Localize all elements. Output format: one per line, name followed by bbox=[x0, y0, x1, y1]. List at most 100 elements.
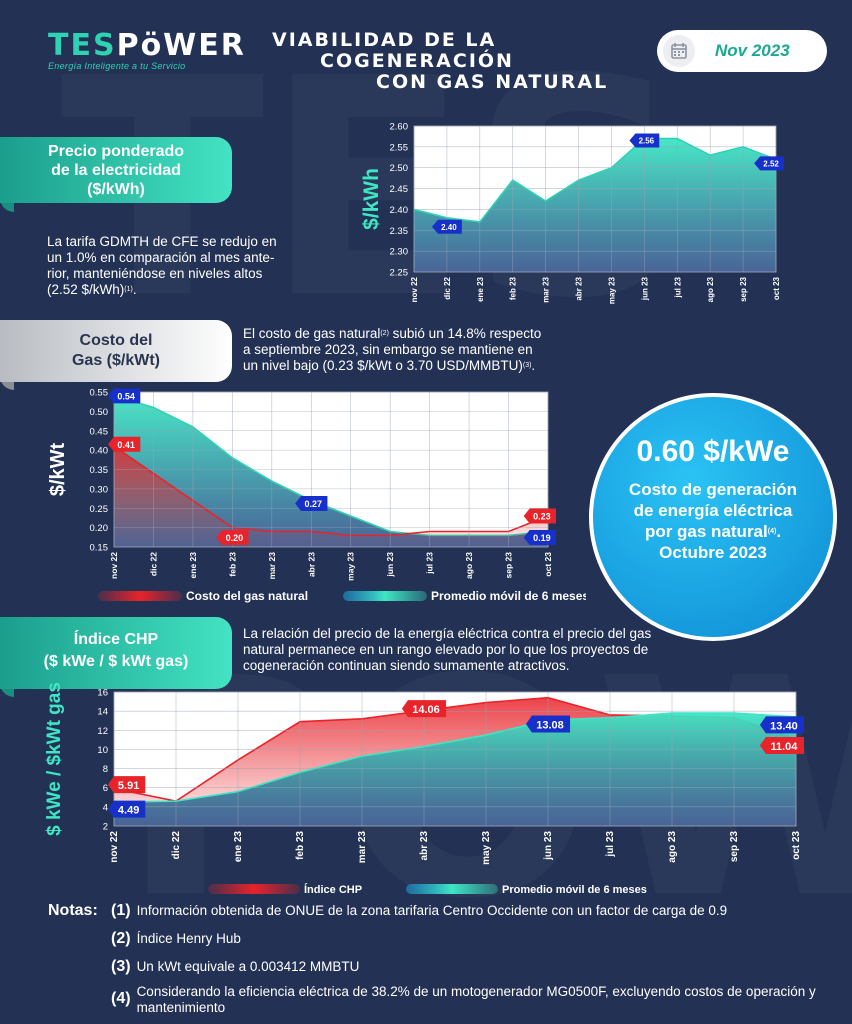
series-line-0 bbox=[113, 445, 549, 537]
data-label-bg bbox=[759, 736, 804, 754]
footnote-ref: (4) bbox=[767, 528, 777, 535]
x-tick-label: mar 23 bbox=[357, 831, 368, 864]
series-line-0 bbox=[413, 137, 777, 223]
section1-text-line3: rior, manteniéndose en niveles altos bbox=[47, 266, 263, 281]
data-label: 13.40 bbox=[759, 716, 804, 734]
y-tick-label: 2.30 bbox=[390, 247, 409, 258]
data-label: 11.04 bbox=[759, 736, 804, 754]
legend-label: Costo del gas natural bbox=[186, 589, 308, 603]
series-line-1 bbox=[113, 712, 797, 803]
y-tick-label: 2.45 bbox=[390, 184, 409, 195]
data-label: 0.41 bbox=[108, 436, 141, 452]
logo-text-left: TES bbox=[48, 28, 117, 63]
section2-title-line1: Costo del bbox=[79, 332, 153, 349]
x-tick-label: ago 23 bbox=[667, 831, 678, 863]
section1-title-line2: de la electricidad bbox=[51, 162, 181, 179]
section3-text: La relación del precio de la energía elé… bbox=[243, 626, 743, 674]
section2-title-line2: Gas ($/kWt) bbox=[71, 352, 160, 369]
x-tick-label: dic 22 bbox=[443, 276, 452, 299]
section1-text-line2: un 1.0% en comparación al mes ante- bbox=[47, 250, 275, 265]
callout-line1: Costo de generación bbox=[628, 480, 798, 499]
data-label-bg bbox=[759, 716, 804, 734]
plot-border bbox=[113, 391, 549, 548]
data-label: 0.27 bbox=[295, 496, 328, 511]
note-text: Índice Henry Hub bbox=[136, 931, 241, 946]
calendar-icon bbox=[663, 35, 695, 67]
section2-text-line2: a septiembre 2023, sin embargo se mantie… bbox=[243, 342, 533, 357]
section3-title-line1: Índice CHP bbox=[73, 631, 159, 648]
data-label-text: 13.40 bbox=[770, 720, 798, 732]
data-label-bg bbox=[108, 436, 141, 452]
data-label-bg bbox=[295, 496, 328, 511]
section2-text-line1b: subió un 14.8% respecto bbox=[388, 326, 542, 341]
page-title: VIABILIDAD DE LA COGENERACIÓN CON GAS NA… bbox=[272, 30, 608, 93]
callout-line4: Octubre 2023 bbox=[659, 543, 767, 562]
generation-cost-callout: 0.60 $/kWe Costo de generación de energí… bbox=[589, 393, 837, 641]
legend-swatch bbox=[406, 884, 498, 894]
legend-label: Índice CHP bbox=[304, 883, 362, 896]
x-tick-label: abr 23 bbox=[575, 276, 584, 300]
data-label: 2.52 bbox=[754, 156, 784, 171]
data-label-bg bbox=[431, 219, 462, 234]
section2-title: Costo del Gas ($/kWt) bbox=[0, 320, 232, 382]
y-tick-label: 0.45 bbox=[90, 426, 109, 437]
x-tick-label: abr 23 bbox=[306, 552, 316, 577]
x-tick-label: ago 23 bbox=[706, 276, 715, 302]
y-axis-label: $/kWt bbox=[47, 442, 69, 496]
y-tick-label: 0.55 bbox=[90, 388, 109, 399]
x-tick-label: oct 23 bbox=[543, 552, 553, 577]
section3-text-line1: La relación del precio de la energía elé… bbox=[243, 626, 652, 641]
legend-swatch bbox=[343, 591, 427, 601]
y-tick-label: 0.25 bbox=[90, 504, 109, 515]
y-tick-label: 2.60 bbox=[390, 122, 409, 133]
x-tick-label: may 23 bbox=[346, 552, 356, 581]
section1-title-line3: ($/kWh) bbox=[87, 181, 145, 198]
tespower-logo: TESPöWER Energía Inteligente a tu Servic… bbox=[48, 28, 246, 71]
data-label-bg bbox=[629, 133, 660, 148]
x-tick-label: feb 23 bbox=[295, 831, 306, 860]
data-label: 2.56 bbox=[629, 133, 660, 148]
data-label-text: 2.52 bbox=[763, 159, 779, 168]
title-line-2: COGENERACIÓN bbox=[320, 50, 514, 72]
x-tick-label: dic 22 bbox=[171, 831, 182, 860]
note-text: Considerando la eficiencia eléctrica de … bbox=[136, 984, 816, 1015]
x-tick-label: sep 23 bbox=[729, 831, 740, 863]
section3-text-line2: natural permanece en un rango elevado po… bbox=[243, 642, 649, 657]
y-tick-label: 0.40 bbox=[90, 446, 109, 457]
logo-tagline: Energía Inteligente a tu Servicio bbox=[48, 61, 186, 71]
data-label-bg bbox=[216, 530, 249, 546]
x-tick-label: feb 23 bbox=[509, 276, 518, 300]
callout-line2: de energía eléctrica bbox=[633, 501, 793, 520]
data-label-bg bbox=[108, 800, 146, 818]
x-tick-label: sep 23 bbox=[504, 552, 514, 579]
data-label-bg bbox=[523, 508, 556, 524]
x-tick-label: may 23 bbox=[607, 276, 616, 304]
y-tick-label: 14 bbox=[97, 707, 108, 718]
note-text: Información obtenida de ONUE de la zona … bbox=[136, 903, 728, 918]
section1-title-line1: Precio ponderado bbox=[47, 143, 185, 160]
y-tick-label: 6 bbox=[103, 783, 108, 794]
data-label-bg bbox=[401, 700, 447, 718]
footnote-ref: (3) bbox=[522, 362, 532, 369]
data-label-bg bbox=[108, 388, 141, 404]
series-area-1 bbox=[114, 395, 548, 547]
data-label: 0.23 bbox=[523, 508, 556, 524]
data-label-text: 0.41 bbox=[117, 440, 135, 450]
note-number: (2) bbox=[111, 930, 131, 947]
y-tick-label: 2 bbox=[103, 822, 108, 833]
data-label-text: 0.20 bbox=[226, 533, 244, 543]
data-label: 5.91 bbox=[108, 776, 146, 794]
note-text: Un kWt equivale a 0.003412 MMBTU bbox=[136, 959, 360, 974]
y-tick-label: 12 bbox=[97, 726, 108, 737]
data-label: 4.49 bbox=[108, 800, 146, 818]
x-tick-label: abr 23 bbox=[419, 831, 430, 861]
x-tick-label: mar 23 bbox=[267, 552, 277, 580]
data-label-text: 4.49 bbox=[118, 805, 139, 817]
data-label-text: 14.06 bbox=[412, 704, 440, 716]
x-tick-label: jul 23 bbox=[673, 276, 682, 298]
x-tick-label: jun 23 bbox=[640, 276, 649, 301]
data-label-text: 0.54 bbox=[117, 391, 135, 401]
x-tick-label: may 23 bbox=[481, 831, 492, 865]
